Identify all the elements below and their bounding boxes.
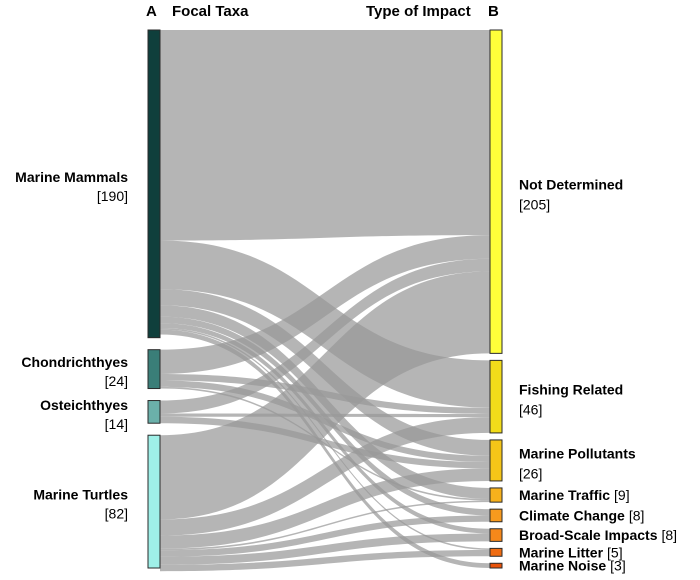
flows-layer bbox=[160, 30, 490, 572]
target-label-broad-scale-impacts: Broad-Scale Impacts [8] bbox=[519, 527, 677, 543]
node-climate-change bbox=[489, 508, 503, 523]
target-count-climate-change: [8] bbox=[629, 507, 645, 523]
target-label-marine-noise: Marine Noise [3] bbox=[519, 558, 626, 574]
target-label-marine-pollutants: Marine Pollutants bbox=[519, 445, 636, 461]
target-count-marine-pollutants: [26] bbox=[519, 465, 542, 481]
target-count-marine-noise: [3] bbox=[610, 558, 626, 574]
node-fishing-related bbox=[489, 359, 503, 434]
header-left-title: Focal Taxa bbox=[172, 3, 249, 20]
header-left-letter: A bbox=[146, 3, 157, 20]
header-right-letter: B bbox=[488, 3, 499, 20]
target-count-broad-scale-impacts: [8] bbox=[662, 527, 678, 543]
flow-osteichthyes-to-not-determined bbox=[160, 258, 490, 414]
target-label-fishing-related: Fishing Related bbox=[519, 382, 623, 398]
node-marine-pollutants bbox=[489, 439, 503, 482]
source-label-marine-turtles: Marine Turtles bbox=[33, 487, 128, 503]
target-label-marine-traffic: Marine Traffic [9] bbox=[519, 487, 630, 503]
flow-marine-turtles-to-climate-change bbox=[160, 515, 490, 557]
flow-chondrichthyes-to-not-determined bbox=[160, 235, 490, 374]
target-count-marine-litter: [5] bbox=[607, 544, 623, 560]
source-count-osteichthyes: [14] bbox=[105, 416, 128, 432]
node-marine-noise bbox=[489, 562, 503, 569]
nodes-layer bbox=[147, 29, 503, 569]
flow-marine-mammals-to-marine-litter bbox=[160, 327, 490, 550]
target-name-marine-noise: Marine Noise bbox=[519, 558, 606, 574]
node-marine-mammals bbox=[147, 29, 161, 339]
source-count-chondrichthyes: [24] bbox=[105, 373, 128, 389]
node-broad-scale-impacts bbox=[489, 528, 503, 542]
source-label-marine-mammals: Marine Mammals bbox=[15, 169, 128, 185]
node-marine-turtles bbox=[147, 434, 161, 569]
labels-layer: Marine Mammals [190] Chondrichthyes [24] Ost… bbox=[15, 169, 677, 574]
node-osteichthyes bbox=[147, 400, 161, 424]
node-not-determined bbox=[489, 29, 503, 354]
target-label-marine-litter: Marine Litter [5] bbox=[519, 544, 623, 560]
flow-marine-turtles-to-marine-traffic bbox=[160, 500, 490, 551]
target-label-climate-change: Climate Change [8] bbox=[519, 507, 644, 523]
flow-marine-turtles-to-not-determined bbox=[160, 271, 490, 520]
flow-marine-turtles-to-fishing-related bbox=[160, 417, 490, 536]
flow-marine-turtles-to-marine-litter bbox=[160, 549, 490, 572]
source-count-marine-turtles: [82] bbox=[105, 506, 128, 522]
node-marine-traffic bbox=[489, 487, 503, 503]
target-name-marine-litter: Marine Litter bbox=[519, 544, 604, 560]
flow-marine-mammals-to-marine-noise bbox=[160, 329, 490, 568]
flow-osteichthyes-to-marine-pollutants bbox=[160, 416, 490, 469]
source-count-marine-mammals: [190] bbox=[97, 188, 128, 204]
flow-marine-turtles-to-marine-pollutants bbox=[160, 468, 490, 549]
target-label-not-determined: Not Determined bbox=[519, 177, 623, 193]
source-label-osteichthyes: Osteichthyes bbox=[40, 397, 128, 413]
target-name-climate-change: Climate Change bbox=[519, 507, 625, 523]
target-count-fishing-related: [46] bbox=[519, 402, 542, 418]
node-marine-litter bbox=[489, 547, 503, 557]
flow-marine-mammals-to-not-determined bbox=[160, 30, 490, 241]
target-name-marine-traffic: Marine Traffic bbox=[519, 487, 610, 503]
flow-marine-turtles-to-broad-scale-impacts bbox=[160, 533, 490, 565]
target-count-not-determined: [205] bbox=[519, 197, 550, 213]
node-chondrichthyes bbox=[147, 349, 161, 390]
target-count-marine-traffic: [9] bbox=[614, 487, 630, 503]
header-right-title: Type of Impact bbox=[366, 3, 471, 20]
target-name-broad-scale-impacts: Broad-Scale Impacts bbox=[519, 527, 658, 543]
source-label-chondrichthyes: Chondrichthyes bbox=[21, 354, 128, 370]
